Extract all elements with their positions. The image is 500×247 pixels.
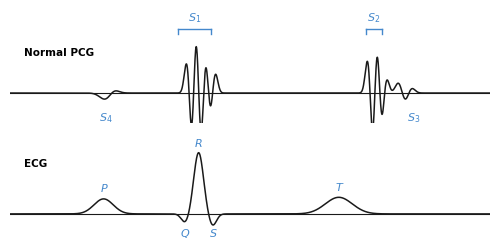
Text: Normal PCG: Normal PCG xyxy=(24,48,94,58)
Text: R: R xyxy=(195,139,202,149)
Text: $S_4$: $S_4$ xyxy=(99,111,113,124)
Text: T: T xyxy=(336,183,342,193)
Text: P: P xyxy=(100,184,107,194)
Text: $S_2$: $S_2$ xyxy=(368,11,380,25)
Text: S: S xyxy=(210,229,218,239)
Text: $S_1$: $S_1$ xyxy=(188,11,201,25)
Text: Q: Q xyxy=(181,229,190,239)
Text: $S_3$: $S_3$ xyxy=(406,111,420,124)
Text: ECG: ECG xyxy=(24,159,48,168)
